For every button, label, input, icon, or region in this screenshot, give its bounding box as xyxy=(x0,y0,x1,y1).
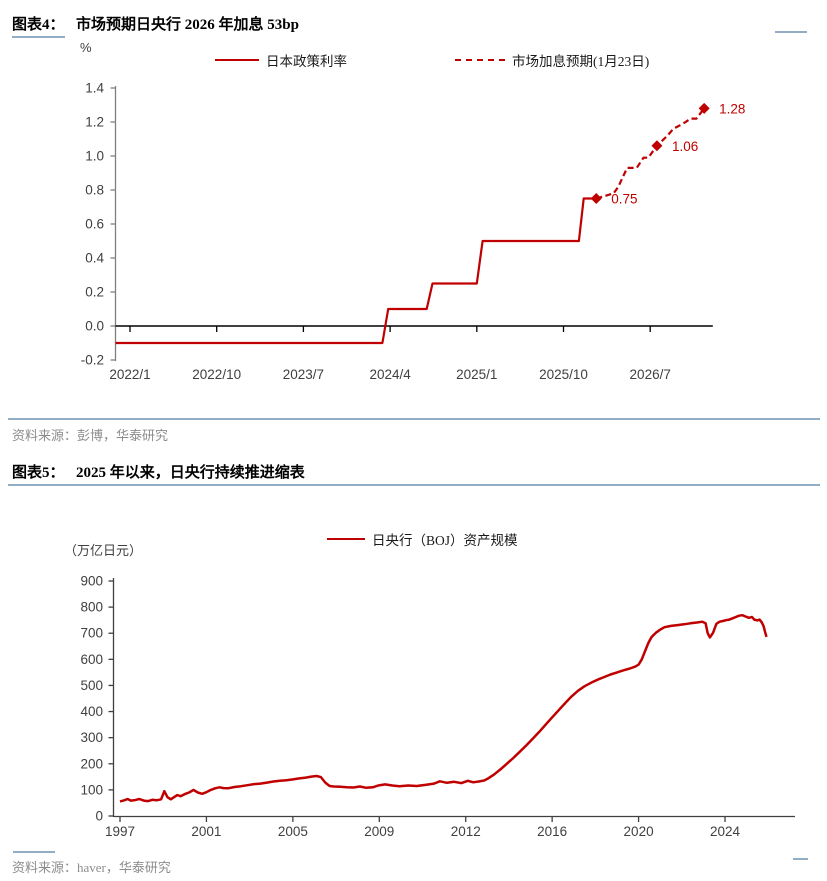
svg-text:2024: 2024 xyxy=(710,824,741,839)
svg-text:600: 600 xyxy=(80,652,103,667)
svg-text:2012: 2012 xyxy=(451,824,481,839)
svg-text:1.06: 1.06 xyxy=(672,139,698,154)
figure4-title: 市场预期日央行 2026 年加息 53bp xyxy=(76,17,299,33)
chart1-unit-label: % xyxy=(80,40,92,55)
svg-text:2001: 2001 xyxy=(191,824,221,839)
bottom-left-border-segment xyxy=(13,851,55,853)
svg-text:0.4: 0.4 xyxy=(85,251,104,266)
svg-text:2016: 2016 xyxy=(537,824,567,839)
svg-text:1997: 1997 xyxy=(105,824,135,839)
top-right-border-segment xyxy=(775,31,807,33)
svg-text:900: 900 xyxy=(80,574,103,589)
svg-text:2005: 2005 xyxy=(278,824,308,839)
svg-text:300: 300 xyxy=(80,730,103,745)
figure4-bottom-divider xyxy=(8,418,820,420)
svg-text:800: 800 xyxy=(80,600,103,615)
svg-text:400: 400 xyxy=(80,704,103,719)
svg-text:0: 0 xyxy=(95,809,103,824)
policy-rate-chart: 1.4 1.2 1.0 0.8 0.6 0.4 0.2 0.0 -0.2 2022/1 2022/1… xyxy=(81,81,746,383)
svg-text:2023/7: 2023/7 xyxy=(283,367,324,382)
svg-text:100: 100 xyxy=(80,782,103,797)
svg-text:2020: 2020 xyxy=(624,824,654,839)
svg-text:1.28: 1.28 xyxy=(719,101,745,116)
svg-text:0.8: 0.8 xyxy=(85,183,104,198)
dashed-line-legend-icon xyxy=(455,59,505,61)
chart2-unit-label: （万亿日元） xyxy=(64,543,143,558)
svg-text:2025/1: 2025/1 xyxy=(456,367,497,382)
svg-text:0.0: 0.0 xyxy=(85,319,104,334)
svg-text:2022/1: 2022/1 xyxy=(109,367,150,382)
legend-label: 市场加息预期(1月23日) xyxy=(512,54,650,69)
figure4-label: 图表4： xyxy=(12,17,65,33)
bottom-right-border-segment xyxy=(793,858,808,860)
figure4-label-underline xyxy=(12,36,65,38)
svg-text:0.2: 0.2 xyxy=(85,285,104,300)
chart1-legend-item-policy-rate: 日本政策利率 xyxy=(215,50,347,70)
chart1-legend-item-market-expectation: 市场加息预期(1月23日) xyxy=(455,50,649,70)
svg-text:500: 500 xyxy=(80,678,103,693)
svg-text:2009: 2009 xyxy=(364,824,394,839)
chart2-legend-item-boj-assets: 日央行（BOJ）资产规模 xyxy=(327,529,518,549)
svg-text:0.6: 0.6 xyxy=(85,217,104,232)
svg-text:200: 200 xyxy=(80,756,103,771)
svg-text:2025/10: 2025/10 xyxy=(539,367,588,382)
svg-text:700: 700 xyxy=(80,626,103,641)
svg-text:1.0: 1.0 xyxy=(85,149,104,164)
figure4-source: 资料来源：彭博，华泰研究 xyxy=(12,428,169,443)
legend-label: 日本政策利率 xyxy=(266,54,347,69)
svg-text:1.4: 1.4 xyxy=(85,81,104,96)
svg-text:0.75: 0.75 xyxy=(611,192,637,207)
svg-text:2022/10: 2022/10 xyxy=(192,367,241,382)
solid-line-legend-icon xyxy=(327,538,365,540)
figure5-source: 资料来源：haver，华泰研究 xyxy=(12,860,171,875)
svg-text:2024/4: 2024/4 xyxy=(369,367,411,382)
figure5-label: 图表5： xyxy=(12,465,65,481)
svg-text:1.2: 1.2 xyxy=(85,115,104,130)
figure5-title-underline xyxy=(8,484,820,486)
svg-text:-0.2: -0.2 xyxy=(81,353,104,368)
svg-text:2026/7: 2026/7 xyxy=(630,367,671,382)
legend-label: 日央行（BOJ）资产规模 xyxy=(372,533,518,548)
figure5-title: 2025 年以来，日央行持续推进缩表 xyxy=(76,465,305,481)
solid-line-legend-icon xyxy=(215,59,259,61)
